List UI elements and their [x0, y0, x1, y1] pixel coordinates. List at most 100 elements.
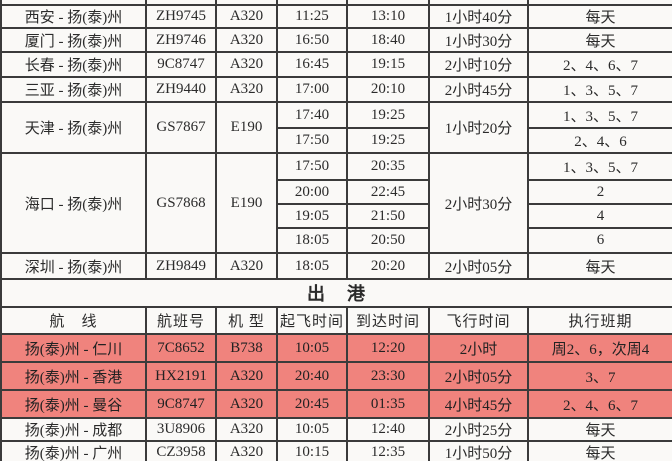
arrival-time-cell: 19:25 — [346, 127, 430, 154]
col-header-departure-time: 起飞时间 — [276, 306, 348, 335]
aircraft-cell: A320 — [215, 27, 278, 53]
col-header-flight-no: 航班号 — [145, 306, 217, 335]
days-cell: 1、3、5、7 — [527, 101, 672, 129]
flight-no-cell: ZH9746 — [145, 27, 217, 53]
table-row: 西安 - 扬(泰)州 ZH9745 A320 11:25 13:10 1小时40… — [0, 4, 672, 29]
table-row: 19:05 21:50 4 — [1, 203, 672, 229]
table-row-highlighted: 扬(泰)州 - 仁川 7C8652 B738 10:05 12:20 2小时 周… — [0, 333, 672, 363]
departure-time-cell: 18:05 — [276, 227, 348, 254]
route-cell: 扬(泰)州 - 广州 — [0, 440, 147, 461]
departure-time-cell: 17:40 — [276, 101, 348, 129]
empty-cell — [428, 0, 529, 6]
days-cell: 每天 — [527, 27, 672, 53]
aircraft-cell: E190 — [215, 152, 278, 254]
departure-time-cell: 17:50 — [276, 152, 348, 181]
route-cell: 扬(泰)州 - 成都 — [0, 417, 147, 442]
departure-time-cell: 18:05 — [276, 252, 348, 280]
route-cell: 长春 - 扬(泰)州 — [0, 51, 147, 78]
col-header-schedule: 执行班期 — [527, 306, 672, 335]
arrival-time-cell: 20:10 — [346, 76, 430, 103]
days-cell: 1、3、5、7 — [527, 76, 672, 103]
aircraft-cell: E190 — [215, 101, 278, 154]
arrival-time-cell: 18:40 — [346, 27, 430, 53]
table-row-highlighted: 扬(泰)州 - 曼谷 9C8747 A320 20:45 01:35 4小时45… — [0, 389, 672, 419]
arrival-time-cell: 20:35 — [346, 152, 430, 181]
duration-cell: 1小时40分 — [428, 4, 529, 29]
aircraft-cell: A320 — [215, 361, 278, 391]
aircraft-cell: A320 — [215, 440, 278, 461]
duration-cell: 2小时30分 — [428, 152, 529, 254]
flight-no-cell: 9C8747 — [145, 389, 217, 419]
table-row: 17:50 19:25 2、4、6 — [1, 127, 672, 154]
flight-no-cell: GS7867 — [145, 101, 217, 154]
duration-cell: 1小时20分 — [428, 101, 529, 154]
aircraft-cell: A320 — [215, 76, 278, 103]
table-row — [0, 0, 672, 6]
aircraft-cell: A320 — [215, 51, 278, 78]
days-cell: 3、7 — [527, 361, 672, 391]
flight-no-cell: ZH9745 — [145, 4, 217, 29]
empty-cell — [346, 0, 430, 6]
departure-time-cell: 20:00 — [276, 179, 348, 205]
duration-cell: 4小时45分 — [428, 389, 529, 419]
flight-no-cell: HX2191 — [145, 361, 217, 391]
table-row: 长春 - 扬(泰)州 9C8747 A320 16:45 19:15 2小时10… — [0, 51, 672, 78]
departure-time-cell: 10:05 — [276, 417, 348, 442]
route-cell: 扬(泰)州 - 香港 — [0, 361, 147, 391]
flight-no-cell: GS7868 — [145, 152, 217, 254]
aircraft-cell: A320 — [215, 4, 278, 29]
days-cell: 每天 — [527, 252, 672, 280]
departure-time-cell: 19:05 — [276, 203, 348, 229]
aircraft-cell: A320 — [215, 252, 278, 280]
arrival-time-cell: 20:20 — [346, 252, 430, 280]
days-cell: 每天 — [527, 417, 672, 442]
departure-time-cell: 16:45 — [276, 51, 348, 78]
departure-time-cell: 11:25 — [276, 4, 348, 29]
table-row: 海口 - 扬(泰)州 GS7868 E190 17:50 20:35 2小时30… — [0, 152, 672, 254]
arrival-time-cell: 12:40 — [346, 417, 430, 442]
aircraft-cell: B738 — [215, 333, 278, 363]
arrival-time-cell: 21:50 — [346, 203, 430, 229]
empty-cell — [145, 0, 217, 6]
duration-cell: 2小时45分 — [428, 76, 529, 103]
table-row-highlighted: 扬(泰)州 - 香港 HX2191 A320 20:40 23:30 2小时05… — [0, 361, 672, 391]
empty-cell — [0, 0, 147, 6]
col-header-aircraft: 机 型 — [215, 306, 278, 335]
table-row: 出 港 — [0, 278, 672, 308]
duration-cell: 2小时05分 — [428, 252, 529, 280]
departure-time-cell: 17:50 — [276, 127, 348, 154]
route-cell: 扬(泰)州 - 仁川 — [0, 333, 147, 363]
arrival-time-cell: 12:35 — [346, 440, 430, 461]
empty-cell — [276, 0, 348, 6]
flight-no-cell: CZ3958 — [145, 440, 217, 461]
days-cell: 每天 — [527, 4, 672, 29]
departure-time-cell: 17:00 — [276, 76, 348, 103]
days-cell: 2 — [527, 179, 672, 205]
departures-section-title: 出 港 — [0, 278, 672, 308]
days-cell: 4 — [527, 203, 672, 229]
duration-cell: 2小时10分 — [428, 51, 529, 78]
table-row: 天津 - 扬(泰)州 GS7867 E190 17:40 19:25 1小时20… — [0, 101, 672, 154]
table-row: 扬(泰)州 - 广州 CZ3958 A320 10:15 12:35 1小时50… — [0, 440, 672, 461]
table-row: 厦门 - 扬(泰)州 ZH9746 A320 16:50 18:40 1小时30… — [0, 27, 672, 53]
col-header-route: 航 线 — [0, 306, 147, 335]
col-header-duration: 飞行时间 — [428, 306, 529, 335]
flight-no-cell: 3U8906 — [145, 417, 217, 442]
table-row: 18:05 20:50 6 — [1, 227, 672, 254]
route-cell: 西安 - 扬(泰)州 — [0, 4, 147, 29]
aircraft-cell: A320 — [215, 417, 278, 442]
days-cell: 2、4、6 — [527, 127, 672, 154]
arrival-time-cell: 20:50 — [346, 227, 430, 254]
days-cell: 每天 — [527, 440, 672, 461]
duration-cell: 1小时50分 — [428, 440, 529, 461]
departure-time-cell: 20:40 — [276, 361, 348, 391]
arrival-time-cell: 12:20 — [346, 333, 430, 363]
arrival-time-cell: 13:10 — [346, 4, 430, 29]
col-header-arrival-time: 到达时间 — [346, 306, 430, 335]
route-cell: 天津 - 扬(泰)州 — [0, 101, 147, 154]
duration-cell: 1小时30分 — [428, 27, 529, 53]
days-cell: 周2、6，次周4 — [527, 333, 672, 363]
arrival-time-cell: 23:30 — [346, 361, 430, 391]
